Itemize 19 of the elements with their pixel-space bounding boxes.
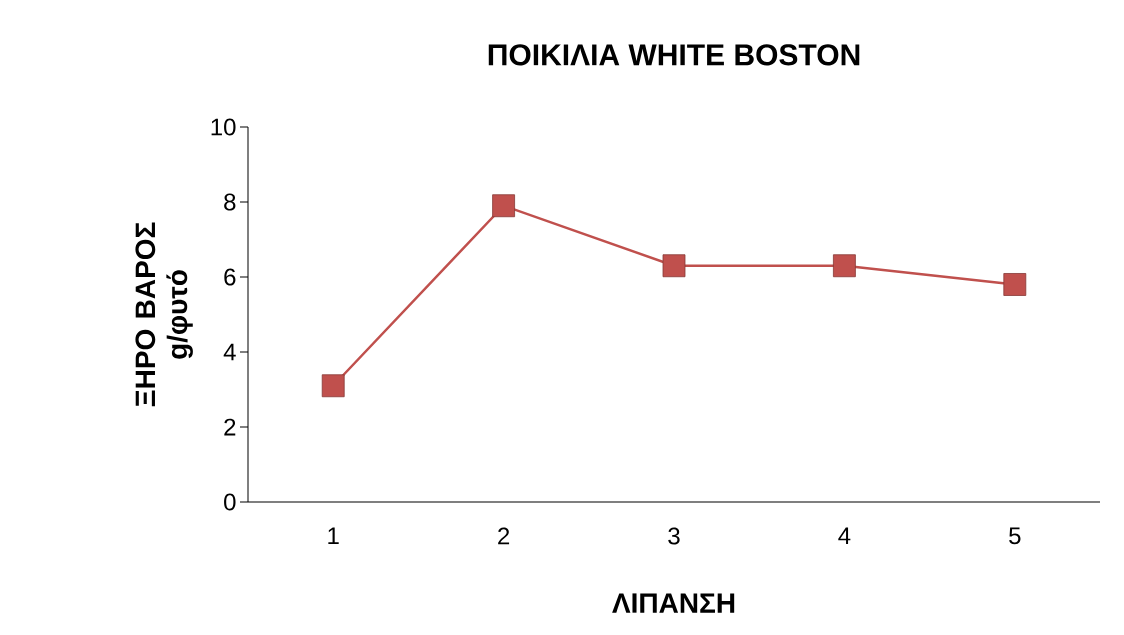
x-tick-label: 2	[498, 527, 510, 545]
y-tick-label: 6	[224, 268, 236, 286]
y-tick-label: 2	[224, 418, 236, 436]
y-tick-label: 10	[211, 118, 236, 136]
x-axis-title: ΛΙΠΑΝΣΗ	[612, 593, 735, 613]
x-tick-label: 3	[668, 527, 680, 545]
x-tick-label: 5	[1009, 527, 1021, 545]
point	[1003, 273, 1027, 296]
x-tick-label: 4	[838, 527, 851, 545]
y-tick-label: 8	[224, 193, 236, 211]
y-axis-title: ΞΗΡΟ ΒΑΡΟΣ g/φυτό	[135, 222, 193, 407]
point	[492, 194, 516, 218]
chart-title: ΠΟΙΚΙΛΙΑ WHITE BOSTON	[488, 44, 860, 66]
point	[833, 254, 856, 278]
x-tick-label: 1	[328, 527, 339, 545]
y-tick-label: 4	[223, 343, 236, 361]
point	[321, 374, 345, 398]
point	[662, 254, 686, 278]
y-tick-label: 0	[224, 493, 236, 511]
